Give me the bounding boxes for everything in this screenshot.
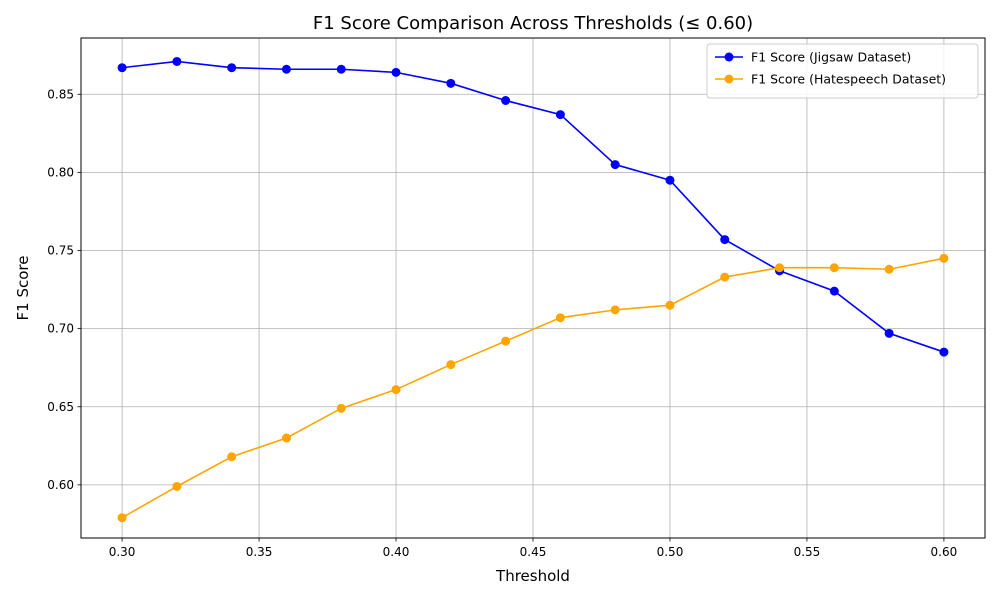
x-tick-label: 0.40	[383, 545, 410, 559]
series-line	[121, 60, 945, 353]
y-tick-label: 0.70	[47, 322, 74, 336]
data-point	[391, 385, 401, 395]
series-1	[117, 253, 949, 523]
axis-ticks: 0.30 0.35 0.40 0.45 0.50 0.55 0.60 0.60 0.65 0.70…	[47, 87, 957, 559]
x-tick-label: 0.35	[246, 545, 273, 559]
data-point	[610, 305, 620, 315]
data-point	[555, 110, 565, 120]
data-point	[172, 481, 182, 491]
data-point	[446, 78, 456, 88]
data-point	[227, 63, 237, 73]
x-tick-label: 0.45	[520, 545, 547, 559]
y-tick-label: 0.65	[47, 400, 74, 414]
grid-lines	[81, 38, 985, 538]
y-tick-label: 0.80	[47, 165, 74, 179]
data-point	[884, 264, 894, 274]
data-point	[281, 64, 291, 74]
data-point	[501, 96, 511, 105]
legend: F1 Score (Jigsaw Dataset) F1 Score (Hates…	[706, 43, 979, 99]
y-axis-title: F1 Score	[14, 256, 32, 321]
data-point	[939, 347, 949, 357]
x-tick-label: 0.30	[109, 545, 136, 559]
data-point	[720, 272, 730, 282]
data-point	[336, 64, 346, 74]
data-point	[117, 63, 127, 73]
data-point	[555, 313, 565, 323]
data-point	[117, 513, 127, 523]
data-point	[665, 300, 675, 310]
y-tick-label: 0.60	[47, 478, 74, 492]
x-axis-title: Threshold	[495, 567, 570, 585]
legend-entry: F1 Score (Jigsaw Dataset)	[715, 50, 911, 65]
data-point	[665, 175, 675, 185]
data-point	[829, 263, 839, 273]
y-tick-label: 0.85	[47, 87, 74, 101]
data-point	[775, 263, 785, 273]
legend-label: F1 Score (Hatespeech Dataset)	[751, 72, 946, 87]
data-point	[501, 336, 511, 346]
data-point	[446, 360, 456, 370]
data-point	[391, 67, 401, 77]
series-group	[117, 56, 949, 523]
x-tick-label: 0.60	[931, 545, 958, 559]
legend-marker	[724, 74, 734, 84]
legend-label: F1 Score (Jigsaw Dataset)	[751, 50, 911, 65]
legend-entry: F1 Score (Hatespeech Dataset)	[715, 72, 946, 87]
data-point	[610, 160, 620, 170]
chart-title: F1 Score Comparison Across Thresholds (≤…	[313, 13, 753, 34]
y-tick-label: 0.75	[47, 244, 74, 258]
data-point	[172, 56, 182, 66]
x-tick-label: 0.50	[657, 545, 684, 559]
x-tick-label: 0.55	[794, 545, 821, 559]
data-point	[939, 253, 949, 263]
legend-marker	[724, 52, 734, 62]
series-0	[117, 56, 949, 357]
data-point	[281, 433, 291, 443]
legend-box	[706, 43, 979, 99]
data-point	[884, 328, 894, 338]
series-line	[121, 257, 945, 519]
data-point	[227, 452, 237, 462]
data-point	[720, 235, 730, 245]
data-point	[829, 286, 839, 296]
data-point	[336, 403, 346, 413]
